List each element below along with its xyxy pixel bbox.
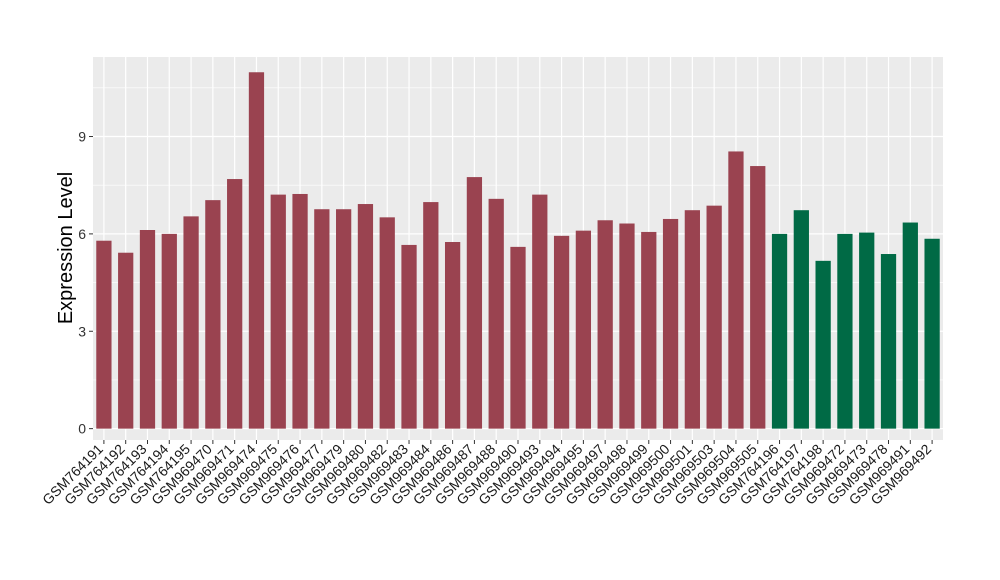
- y-axis-label: Expression Level: [55, 172, 77, 324]
- bar-GSM764198: [815, 260, 831, 429]
- bar-GSM969472: [837, 233, 853, 429]
- bar-GSM969487: [466, 177, 483, 429]
- bar-GSM969471: [227, 179, 243, 429]
- bar-GSM969498: [619, 223, 635, 429]
- bar-GSM969477: [314, 209, 330, 429]
- y-axis: 0 3 6 9: [78, 129, 93, 437]
- bar-GSM969484: [423, 202, 439, 429]
- y-tick-label: 0: [78, 421, 86, 437]
- bar-GSM969480: [357, 204, 374, 429]
- bar-GSM764193: [139, 229, 156, 429]
- y-tick-label: 6: [78, 226, 86, 242]
- bar-GSM969491: [902, 222, 918, 429]
- bar-GSM969476: [292, 193, 308, 429]
- bar-GSM969497: [597, 220, 613, 429]
- x-axis: GSM764191GSM764192GSM764193GSM764194GSM7…: [39, 440, 934, 508]
- bar-GSM969474: [248, 72, 265, 429]
- bar-GSM969475: [270, 194, 286, 429]
- bar-GSM969504: [728, 151, 744, 429]
- bar-GSM969490: [510, 246, 526, 429]
- bar-GSM969486: [444, 242, 461, 429]
- bar-GSM969499: [641, 231, 657, 429]
- bar-GSM969478: [880, 254, 897, 429]
- bar-GSM764195: [183, 216, 199, 429]
- bar-GSM764192: [118, 252, 134, 429]
- bar-GSM969505: [750, 166, 766, 429]
- bar-GSM969494: [553, 235, 570, 429]
- bar-GSM969482: [379, 217, 395, 429]
- bar-GSM969495: [575, 230, 592, 429]
- bar-GSM969488: [488, 198, 504, 429]
- y-tick-label: 9: [78, 129, 86, 145]
- bar-GSM969492: [924, 238, 940, 429]
- bar-GSM969479: [336, 209, 352, 429]
- bar-GSM764197: [793, 210, 809, 429]
- bar-GSM764196: [771, 233, 788, 429]
- bar-GSM969500: [662, 218, 679, 429]
- bar-GSM969501: [684, 210, 700, 429]
- bar-GSM969483: [401, 244, 417, 429]
- bars: [96, 72, 940, 429]
- bar-GSM764191: [96, 240, 112, 429]
- bar-GSM969473: [859, 232, 875, 429]
- bar-GSM969470: [205, 200, 221, 429]
- bar-GSM969493: [532, 194, 548, 429]
- bar-GSM764194: [161, 233, 177, 429]
- y-tick-label: 3: [78, 323, 86, 339]
- bar-GSM969503: [706, 205, 722, 429]
